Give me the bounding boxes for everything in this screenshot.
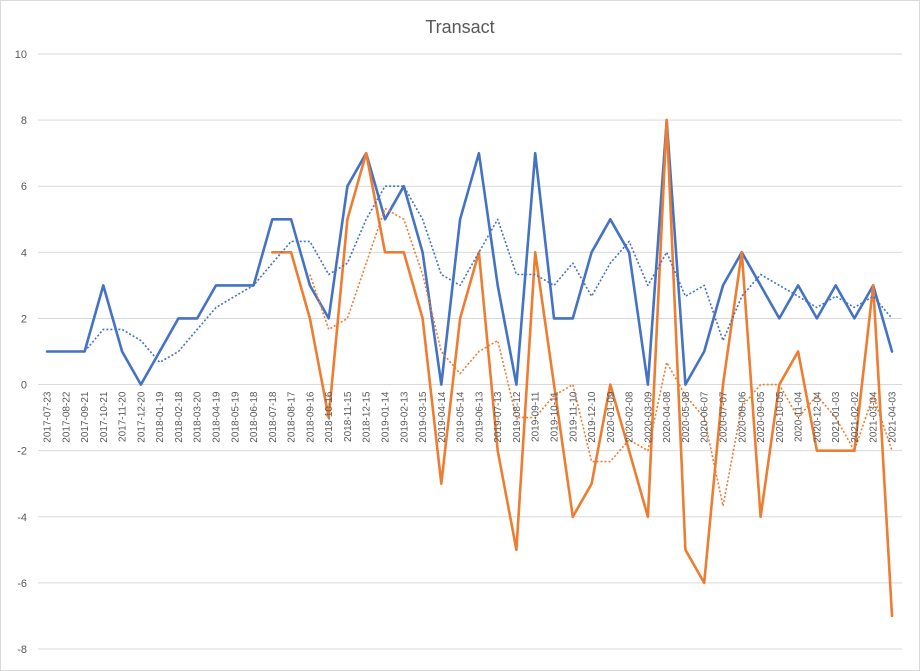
x-tick-label: 2021-01-03 — [831, 391, 842, 443]
x-tick-label: 2018-06-18 — [249, 391, 260, 443]
series-line-1 — [45, 118, 894, 386]
x-tick-label: 2018-08-17 — [287, 391, 298, 443]
x-tick-label: 2019-04-14 — [437, 391, 448, 443]
x-axis: 2017-07-23 2017-08-22 2017-09-21 2017-10-21… — [43, 391, 899, 443]
chart-title: Transact — [425, 17, 495, 37]
y-tick-label: 6 — [21, 181, 27, 193]
x-tick-label: 2017-11-20 — [118, 391, 129, 442]
x-tick-label: 2017-07-23 — [43, 391, 54, 443]
x-tick-label: 2020-04-08 — [662, 391, 673, 443]
x-tick-label: 2017-10-21 — [99, 391, 110, 443]
series-line-2 — [271, 118, 894, 618]
x-tick-label: 2019-05-14 — [456, 391, 467, 443]
x-tick-label: 2020-08-06 — [737, 391, 748, 443]
x-tick-label: 2020-11-04 — [794, 391, 805, 442]
x-tick-label: 2019-12-10 — [587, 391, 598, 443]
y-tick-label: 2 — [21, 313, 27, 325]
x-tick-label: 2018-03-20 — [193, 391, 204, 443]
x-tick-label: 2017-09-21 — [80, 391, 91, 443]
x-tick-label: 2020-05-08 — [681, 391, 692, 443]
y-tick-label: 0 — [21, 380, 27, 392]
x-tick-label: 2018-12-15 — [362, 391, 373, 443]
series-line-3 — [83, 185, 893, 364]
x-tick-label: 2018-02-18 — [174, 391, 185, 443]
y-tick-label: -6 — [17, 578, 27, 590]
x-tick-label: 2019-07-13 — [493, 391, 504, 443]
x-tick-label: 2020-03-09 — [643, 391, 654, 443]
x-tick-label: 2019-09-11 — [531, 391, 542, 442]
y-tick-label: -2 — [17, 446, 27, 458]
series-lines — [45, 118, 894, 618]
x-tick-label: 2018-11-15 — [343, 391, 354, 442]
x-tick-label: 2017-08-22 — [61, 391, 72, 443]
x-tick-label: 2021-03-04 — [869, 391, 880, 443]
y-tick-label: 10 — [15, 49, 27, 61]
x-tick-label: 2019-02-13 — [399, 391, 410, 443]
x-tick-label: 2018-05-19 — [230, 391, 241, 443]
y-tick-label: 8 — [21, 115, 27, 127]
x-tick-label: 2019-03-15 — [418, 391, 429, 443]
y-tick-label: 4 — [21, 247, 27, 259]
y-tick-label: -8 — [17, 644, 27, 656]
x-tick-label: 2018-04-19 — [212, 391, 223, 443]
x-tick-label: 2018-07-18 — [268, 391, 279, 443]
x-tick-label: 2018-01-19 — [155, 391, 166, 443]
x-tick-label: 2020-06-07 — [700, 391, 711, 443]
x-tick-label: 2020-12-04 — [812, 391, 823, 443]
x-tick-label: 2020-07-07 — [719, 391, 730, 443]
x-tick-label: 2018-09-16 — [305, 391, 316, 443]
gridlines — [38, 53, 902, 650]
x-tick-label: 2019-10-11 — [550, 391, 561, 442]
x-tick-label: 2021-04-03 — [888, 391, 899, 443]
series-line-4 — [309, 207, 893, 507]
x-tick-label: 2019-06-13 — [474, 391, 485, 443]
x-tick-label: 2020-10-05 — [775, 391, 786, 443]
x-tick-label: 2017-12-20 — [136, 391, 147, 443]
x-tick-label: 2021-02-02 — [850, 391, 861, 443]
x-tick-label: 2019-01-14 — [381, 391, 392, 443]
x-tick-label: 2020-09-05 — [756, 391, 767, 443]
x-tick-label: 2019-11-10 — [568, 391, 579, 442]
x-tick-label: 2020-01-09 — [606, 391, 617, 443]
x-tick-label: 2018-10-16 — [324, 391, 335, 443]
x-tick-label: 2020-02-08 — [625, 391, 636, 443]
y-tick-label: -4 — [17, 512, 27, 524]
y-axis: -8 -6 -4 -2 0 2 4 6 8 10 — [15, 49, 27, 656]
x-tick-label: 2019-08-12 — [512, 391, 523, 443]
